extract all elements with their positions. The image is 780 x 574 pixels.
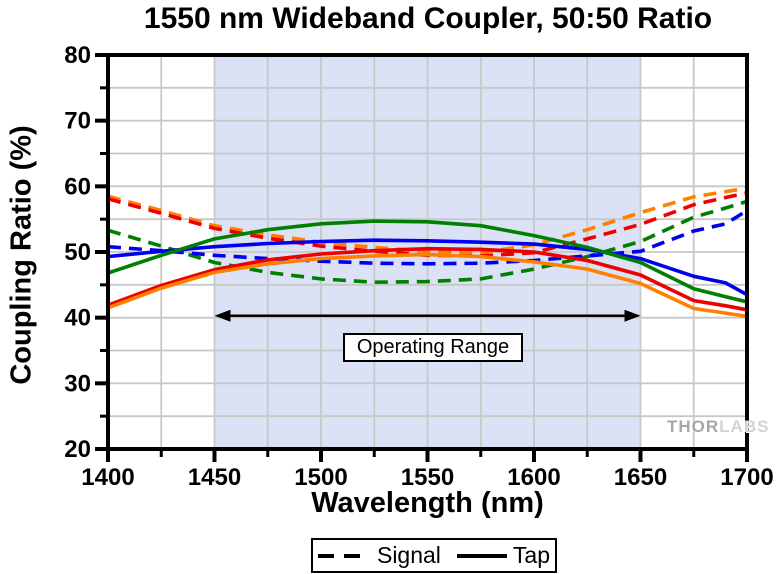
x-axis-title: Wavelength (nm): [311, 487, 544, 519]
range-arrow-head-left: [214, 309, 231, 322]
series-signal-red: [107, 191, 748, 258]
thorlabs-logo-labs: LABS: [719, 417, 770, 436]
series-tap-orange: [107, 252, 748, 319]
x-tick-label: 1700: [720, 464, 773, 491]
series-signal-blue: [107, 209, 748, 266]
x-tick-label: 1400: [81, 464, 134, 491]
series-signal-orange: [107, 186, 748, 255]
y-tick-label: 70: [64, 108, 91, 135]
series-tap-blue: [107, 238, 748, 297]
thorlabs-logo-thor: THOR: [667, 417, 720, 436]
series-tap-green: [107, 219, 748, 304]
chart-title: 1550 nm Wideband Coupler, 50:50 Ratio: [143, 2, 713, 35]
operating-range-label: Operating Range: [343, 333, 523, 362]
y-tick-label: 50: [64, 239, 91, 266]
range-arrow-head-right: [624, 309, 641, 322]
plot-border: [106, 53, 749, 451]
y-tick-label: 40: [64, 305, 91, 332]
series-signal-green: [107, 199, 748, 285]
x-tick-label: 1500: [294, 464, 347, 491]
legend: Signal Tap: [311, 538, 557, 573]
x-tick-label: 1550: [401, 464, 454, 491]
x-tick-label: 1600: [507, 464, 560, 491]
x-tick-label: 1650: [614, 464, 667, 491]
legend-tap-label: Tap: [512, 542, 551, 568]
legend-signal-label: Signal: [376, 542, 441, 568]
thorlabs-logo: THORLABS: [667, 417, 769, 437]
y-tick-label: 30: [64, 370, 91, 397]
y-tick-label: 80: [64, 42, 91, 69]
series-tap-red: [107, 246, 748, 312]
y-tick-label: 20: [64, 436, 91, 463]
x-tick-label: 1450: [188, 464, 241, 491]
y-tick-label: 60: [64, 173, 91, 200]
legend-solid-line-sample: [456, 553, 507, 558]
legend-dashed-line-sample: [317, 553, 370, 558]
